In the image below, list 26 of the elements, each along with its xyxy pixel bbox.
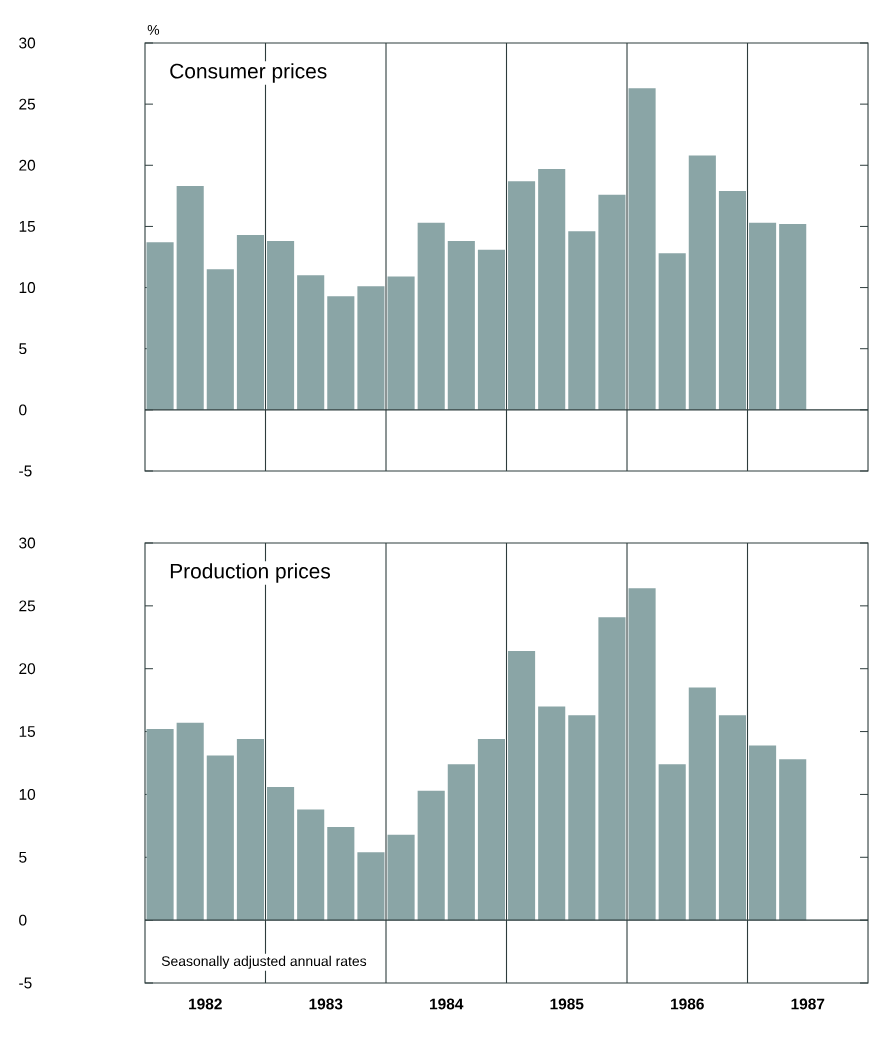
y-tick-label: 5 — [19, 851, 27, 863]
y-tick-label: 30 — [19, 537, 36, 549]
y-tick-label: 25 — [19, 98, 36, 110]
text: Consumer prices — [170, 63, 327, 83]
y-tick-label: 15 — [19, 221, 36, 232]
text: Production prices — [170, 563, 331, 583]
y-axis-title: % — [147, 25, 160, 35]
y-tick-label: 10 — [19, 282, 36, 294]
x-tick-label: 1982 — [189, 998, 222, 1010]
x-tick-label: 1985 — [550, 998, 584, 1010]
y-tick-label: 5 — [19, 343, 27, 355]
y-tick-label: 0 — [19, 404, 27, 416]
y-tick-label: 15 — [19, 726, 36, 737]
x-tick-label: 1983 — [309, 998, 343, 1010]
y-tick-label: 20 — [19, 663, 36, 675]
y-tick-label: 25 — [19, 600, 36, 612]
x-tick-label: 1986 — [671, 998, 704, 1010]
y-tick-label: -5 — [19, 977, 32, 989]
annotation: Seasonally adjusted annual rates — [161, 955, 367, 969]
y-tick-label: 10 — [19, 788, 36, 800]
y-tick-label: 0 — [19, 914, 27, 926]
y-tick-label: 30 — [19, 37, 36, 49]
x-tick-label: 1987 — [791, 998, 825, 1010]
x-tick-label: 1984 — [430, 998, 464, 1010]
y-tick-label: 20 — [19, 159, 36, 171]
y-tick-label: -5 — [19, 465, 32, 477]
